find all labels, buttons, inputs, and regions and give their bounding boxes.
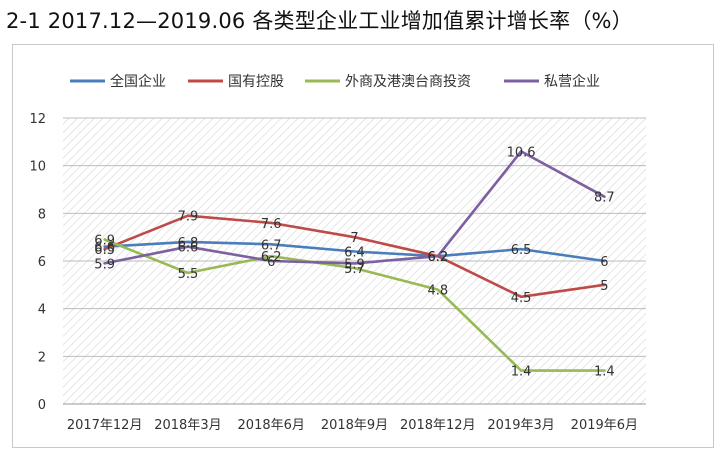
series-line-3 xyxy=(103,238,606,372)
data-label: 8.7 xyxy=(594,191,615,206)
x-tick-label: 2017年12月 xyxy=(67,418,143,433)
data-label: 6 xyxy=(267,255,275,270)
data-label: 1.4 xyxy=(511,365,532,380)
x-tick-label: 2018年9月 xyxy=(321,418,388,433)
legend-label: 国有控股 xyxy=(228,74,284,90)
data-label: 6.7 xyxy=(261,238,282,253)
data-label: 5.9 xyxy=(344,257,365,272)
data-label: 7 xyxy=(350,231,358,246)
data-label: 5.9 xyxy=(94,257,115,272)
x-tick-label: 2018年6月 xyxy=(238,418,305,433)
y-tick-label: 2 xyxy=(38,350,46,365)
y-tick-label: 8 xyxy=(38,207,46,222)
legend-label: 外商及港澳台商投资 xyxy=(345,74,471,90)
data-label: 6.2 xyxy=(427,250,448,265)
data-label: 6.6 xyxy=(178,241,199,256)
y-tick-label: 4 xyxy=(38,303,46,318)
y-tick-label: 10 xyxy=(29,160,46,175)
legend-label: 全国企业 xyxy=(110,73,166,90)
data-label: 6.6 xyxy=(94,241,115,256)
data-label: 6.9 xyxy=(94,234,115,249)
y-tick-label: 12 xyxy=(29,112,46,127)
data-label: 4.8 xyxy=(427,284,448,299)
data-label: 6.4 xyxy=(344,245,365,260)
x-tick-label: 2019年6月 xyxy=(571,418,638,433)
data-label: 5.7 xyxy=(344,262,365,277)
y-tick-label: 6 xyxy=(38,255,46,270)
data-label: 7.9 xyxy=(178,210,199,225)
x-tick-label: 2019年3月 xyxy=(487,418,554,433)
data-label: 6.5 xyxy=(94,243,115,258)
data-label: 6 xyxy=(600,255,608,270)
page-title: 2-1 2017.12—2019.06 各类型企业工业增加值累计增长率（%） xyxy=(6,9,633,33)
data-label: 4.5 xyxy=(511,291,532,306)
data-label: 5 xyxy=(600,279,608,294)
data-label: 10.6 xyxy=(507,145,536,160)
x-tick-label: 2018年12月 xyxy=(400,418,476,433)
data-label: 5.5 xyxy=(178,267,199,282)
y-tick-label: 0 xyxy=(38,398,46,413)
x-tick-label: 2018年3月 xyxy=(154,418,221,433)
data-label: 6.2 xyxy=(261,250,282,265)
data-label: 6.5 xyxy=(511,243,532,258)
data-label: 6.2 xyxy=(427,250,448,265)
series-line-2 xyxy=(103,214,606,299)
data-label: 7.6 xyxy=(261,217,282,232)
series-line-4 xyxy=(103,150,606,265)
data-label: 6.2 xyxy=(427,250,448,265)
legend-label: 私营企业 xyxy=(544,73,600,90)
data-label: 6.8 xyxy=(178,236,199,251)
chart-frame xyxy=(12,44,714,448)
series-line-1 xyxy=(103,240,606,263)
data-label: 1.4 xyxy=(594,365,615,380)
